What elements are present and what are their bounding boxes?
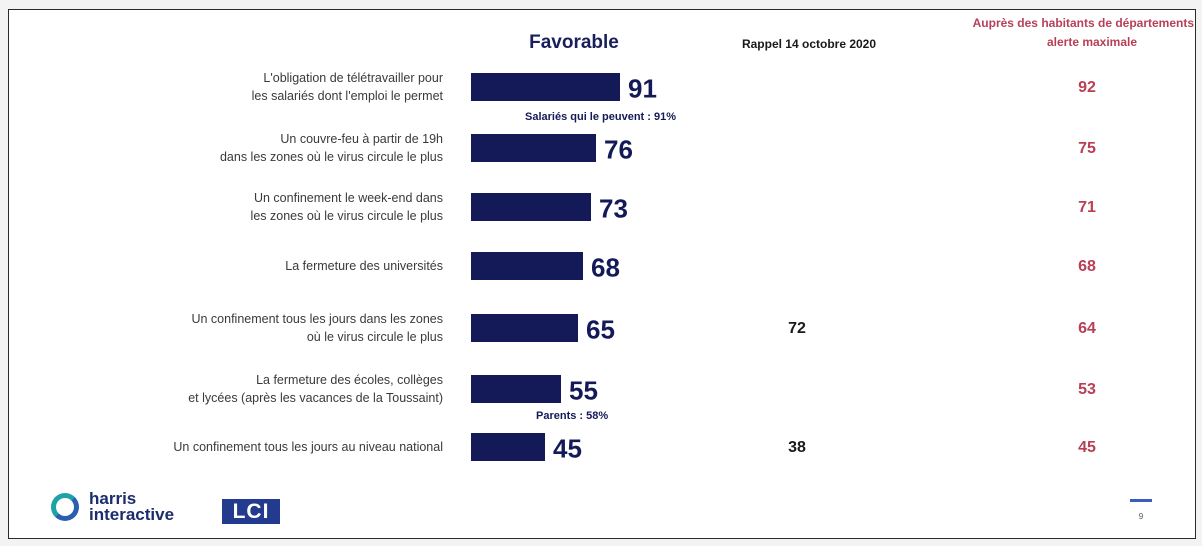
alerte-value-label: 53 [1078, 381, 1096, 398]
category-label-line: L'obligation de télétravailler pour [263, 71, 443, 85]
category-label-line: dans les zones où le virus circule le pl… [219, 150, 443, 164]
logo-harris-text: harris [89, 489, 137, 508]
page-number: 9 [1138, 512, 1144, 521]
category-label: La fermeture des écoles, collèges et lycé… [63, 371, 443, 407]
category-label-line: Un confinement le week-end dans [253, 191, 443, 205]
category-label: La fermeture des universités [63, 257, 443, 275]
annotation-note: Parents : 58% [536, 410, 609, 422]
category-label-line: les zones où le virus circule le plus [250, 209, 443, 223]
favorable-bar [471, 134, 596, 162]
header-rappel: Rappel 14 octobre 2020 [741, 37, 877, 51]
rappel-value-label: 38 [788, 439, 806, 456]
favorable-value-label: 68 [591, 252, 620, 283]
favorable-value-label: 91 [628, 73, 657, 104]
category-label-line: La fermeture des écoles, collèges [256, 373, 443, 387]
alerte-value-label: 64 [1078, 320, 1096, 337]
favorable-bar [471, 375, 561, 403]
annotation-note: Salariés qui le peuvent : 91% [525, 111, 677, 123]
alerte-value-label: 75 [1078, 140, 1096, 157]
favorable-value-label: 55 [569, 375, 598, 406]
favorable-bar [471, 433, 545, 461]
header-alerte-maximale: Auprès des habitants de départements en … [972, 16, 1196, 49]
category-label-line: les salariés dont l'emploi le permet [251, 89, 443, 103]
alerte-value-label: 71 [1078, 199, 1096, 216]
category-label-line: et lycées (après les vacances de la Tous… [188, 391, 443, 405]
category-label: Un confinement tous les jours dans les z… [63, 310, 443, 346]
alerte-value-label: 92 [1078, 79, 1096, 96]
page-marker [1130, 499, 1152, 502]
category-label: L'obligation de télétravailler pour les s… [63, 69, 443, 105]
favorable-bar [471, 314, 578, 342]
category-label-line: Un confinement tous les jours dans les z… [191, 312, 443, 326]
alerte-value-label: 45 [1078, 439, 1096, 456]
favorable-bar [471, 73, 620, 101]
harris-ring-icon [51, 493, 79, 521]
category-label-line: Un couvre-feu à partir de 19h [280, 132, 443, 146]
rappel-value-label: 72 [788, 320, 806, 337]
category-label: Un confinement tous les jours au niveau … [63, 438, 443, 456]
header-favorable: Favorable [529, 32, 619, 53]
favorable-value-label: 45 [553, 433, 582, 464]
harris-lci-logo: harris interactive LCI [51, 486, 311, 530]
lci-logo: LCI [222, 499, 280, 524]
category-label: Un couvre-feu à partir de 19h dans les zo… [63, 130, 443, 166]
favorable-bar [471, 193, 591, 221]
category-label-line: Un confinement tous les jours au niveau … [173, 440, 443, 454]
category-label-line: où le virus circule le plus [306, 330, 443, 344]
logo-interactive-text: interactive [89, 505, 175, 524]
alerte-value-label: 68 [1078, 258, 1096, 275]
favorable-value-label: 76 [604, 134, 633, 165]
favorable-value-label: 73 [599, 193, 628, 224]
chart-slide: Favorable Rappel 14 octobre 2020 Auprès … [8, 9, 1196, 539]
favorable-value-label: 65 [586, 314, 615, 345]
category-label: Un confinement le week-end dans les zones… [63, 189, 443, 225]
category-label-line: La fermeture des universités [285, 259, 443, 273]
favorable-bar [471, 252, 583, 280]
